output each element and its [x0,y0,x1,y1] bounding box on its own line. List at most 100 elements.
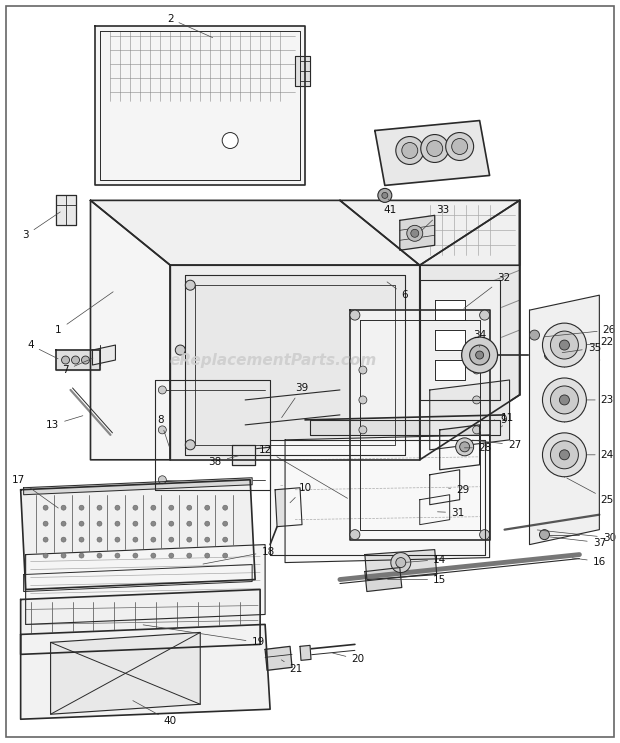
Text: 27: 27 [472,440,521,450]
Polygon shape [440,425,480,470]
Polygon shape [170,265,420,460]
Circle shape [350,310,360,320]
Text: 39: 39 [281,383,309,418]
Circle shape [133,553,138,558]
Text: 1: 1 [55,292,113,335]
Circle shape [175,345,185,355]
Polygon shape [435,300,464,320]
Polygon shape [232,445,255,465]
Circle shape [151,537,156,542]
Polygon shape [340,201,520,265]
Circle shape [359,396,367,404]
Circle shape [542,378,587,422]
Circle shape [456,438,474,455]
Polygon shape [270,440,485,554]
Circle shape [407,225,423,241]
Circle shape [551,386,578,414]
Polygon shape [20,480,255,589]
Text: 8: 8 [157,415,169,447]
Text: 25: 25 [567,478,614,504]
Circle shape [223,505,228,510]
Circle shape [539,530,549,539]
Circle shape [43,537,48,542]
Polygon shape [25,545,265,624]
Circle shape [169,537,174,542]
Circle shape [462,337,498,373]
Polygon shape [420,280,500,400]
Text: 22: 22 [587,337,614,347]
Polygon shape [430,380,510,450]
Circle shape [79,505,84,510]
Circle shape [133,505,138,510]
Circle shape [158,476,166,484]
Polygon shape [24,565,252,591]
Circle shape [169,553,174,558]
Circle shape [43,505,48,510]
Circle shape [61,521,66,526]
Circle shape [158,386,166,394]
Circle shape [133,537,138,542]
Circle shape [480,310,490,320]
Circle shape [378,189,392,202]
Circle shape [79,521,84,526]
Text: 37: 37 [550,537,606,548]
Text: 4: 4 [27,340,58,359]
Circle shape [559,395,569,405]
Text: 3: 3 [22,212,60,240]
Circle shape [551,331,578,359]
Circle shape [350,530,360,539]
Text: 24: 24 [587,450,614,460]
Circle shape [71,356,79,364]
Circle shape [542,323,587,367]
Text: 40: 40 [133,701,177,726]
Text: 35: 35 [562,343,601,353]
Polygon shape [310,420,500,435]
Circle shape [402,143,418,158]
Circle shape [169,521,174,526]
Polygon shape [95,26,305,186]
Polygon shape [20,589,260,655]
Circle shape [61,505,66,510]
Circle shape [480,530,490,539]
Circle shape [97,537,102,542]
Text: 15: 15 [388,574,446,585]
Text: 11: 11 [501,413,514,427]
Circle shape [187,537,192,542]
Circle shape [151,505,156,510]
Polygon shape [20,624,270,719]
Circle shape [544,350,554,360]
Circle shape [222,132,238,149]
Polygon shape [420,495,449,525]
Circle shape [79,553,84,558]
Polygon shape [185,275,405,455]
Circle shape [61,537,66,542]
Text: 20: 20 [333,653,365,664]
Circle shape [97,521,102,526]
Circle shape [411,230,418,237]
Circle shape [79,537,84,542]
Circle shape [205,505,210,510]
Circle shape [185,280,195,291]
Circle shape [61,553,66,558]
Polygon shape [420,201,520,460]
Circle shape [115,537,120,542]
Text: 18: 18 [203,547,275,564]
Circle shape [529,330,539,340]
Polygon shape [91,201,420,265]
Circle shape [97,505,102,510]
Text: 41: 41 [383,199,396,215]
Polygon shape [400,215,435,250]
Text: 6: 6 [387,282,408,300]
Circle shape [359,366,367,374]
Circle shape [187,553,192,558]
Polygon shape [435,360,464,380]
Polygon shape [435,330,464,350]
Circle shape [396,557,405,568]
Text: 10: 10 [290,483,312,503]
Circle shape [469,345,490,365]
Circle shape [427,140,443,157]
Circle shape [81,356,89,364]
Circle shape [115,521,120,526]
Polygon shape [92,345,115,365]
Text: 23: 23 [587,395,614,405]
